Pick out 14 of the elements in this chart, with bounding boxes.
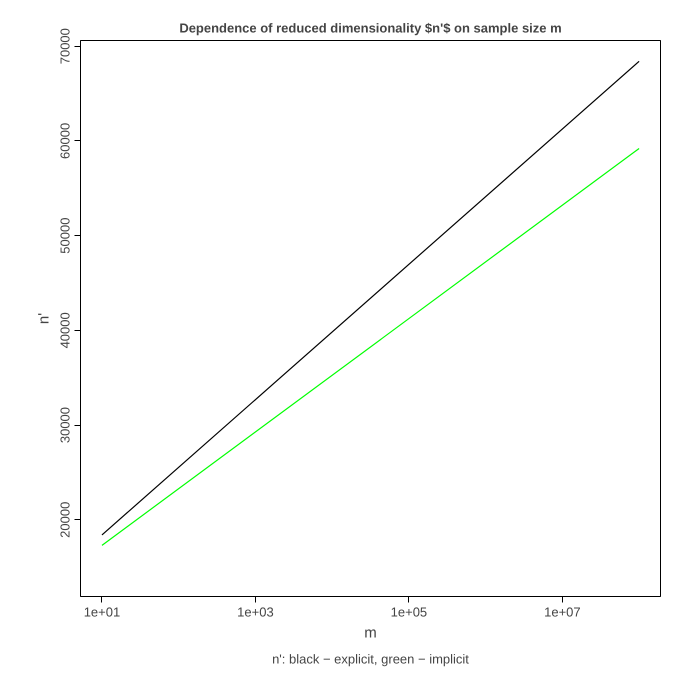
x-tick-label: 1e+05 bbox=[390, 604, 428, 620]
text: n': black − explicit, green − implicit bbox=[272, 652, 470, 666]
x-tick-label: 1e+07 bbox=[544, 604, 581, 620]
y-tick-label: 30000 bbox=[58, 406, 72, 444]
y-tick-label: 20000 bbox=[58, 502, 72, 538]
y-axis-title: n' bbox=[36, 312, 52, 324]
x-axis-title: m bbox=[364, 624, 377, 642]
y-tick-label: 60000 bbox=[58, 122, 72, 159]
x-tick-label: 1e+03 bbox=[237, 604, 274, 620]
y-tick-label: 40000 bbox=[58, 312, 72, 348]
chart-title: Dependence of reduced dimensionality $n'$ on sample size m bbox=[179, 20, 562, 36]
y-tick-label: 70000 bbox=[58, 28, 72, 64]
y-tick-label: 50000 bbox=[58, 218, 72, 254]
x-tick-label: 1e+01 bbox=[84, 604, 120, 620]
